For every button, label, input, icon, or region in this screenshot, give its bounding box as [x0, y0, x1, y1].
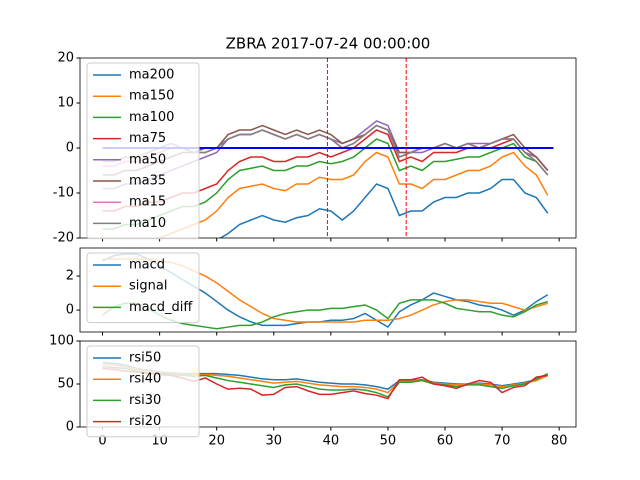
x-tick-label: 20 [208, 434, 225, 449]
y-tick-label: 0 [66, 141, 74, 156]
x-tick-label: 50 [380, 434, 397, 449]
y-tick-label: 0 [66, 420, 74, 435]
legend-frame [86, 62, 200, 240]
legend-label: ma200 [129, 68, 174, 83]
legend-label: ma50 [129, 152, 166, 167]
x-tick-label: 60 [437, 434, 454, 449]
x-tick-label: 70 [494, 434, 511, 449]
legend-label: ma150 [129, 89, 174, 104]
axes-frame [79, 247, 577, 333]
x-tick-label: 40 [323, 434, 340, 449]
legend-label: ma10 [129, 216, 166, 231]
legend-label: rsi50 [129, 351, 161, 366]
y-tick-label: 50 [57, 377, 74, 392]
x-tick-label: 0 [98, 434, 106, 449]
chart-title: ZBRA 2017-07-24 00:00:00 [226, 35, 431, 53]
legend-label: ma15 [129, 195, 166, 210]
y-tick-label: 20 [57, 51, 74, 66]
legend-frame [86, 252, 200, 324]
plot-area [102, 58, 554, 238]
y-tick-label: -10 [53, 186, 74, 201]
y-tick-label: 2 [66, 269, 74, 284]
y-tick-label: 100 [49, 334, 74, 349]
legend-label: signal [129, 279, 167, 294]
y-tick-label: 10 [57, 96, 74, 111]
y-tick-label: 0 [66, 303, 74, 318]
legend-label: ma75 [129, 131, 166, 146]
legend-label: rsi20 [129, 414, 161, 429]
legend-label: ma100 [129, 110, 174, 125]
legend-label: rsi30 [129, 393, 161, 408]
x-tick-label: 30 [266, 434, 283, 449]
series-line [219, 178, 549, 238]
x-tick-label: 80 [551, 434, 568, 449]
legend-label: ma35 [129, 174, 166, 189]
legend-label: macd_diff [129, 300, 193, 315]
legend-label: rsi40 [129, 372, 161, 387]
legend-frame [86, 345, 200, 438]
legend-label: macd [129, 258, 165, 273]
y-tick-label: -20 [53, 231, 74, 246]
